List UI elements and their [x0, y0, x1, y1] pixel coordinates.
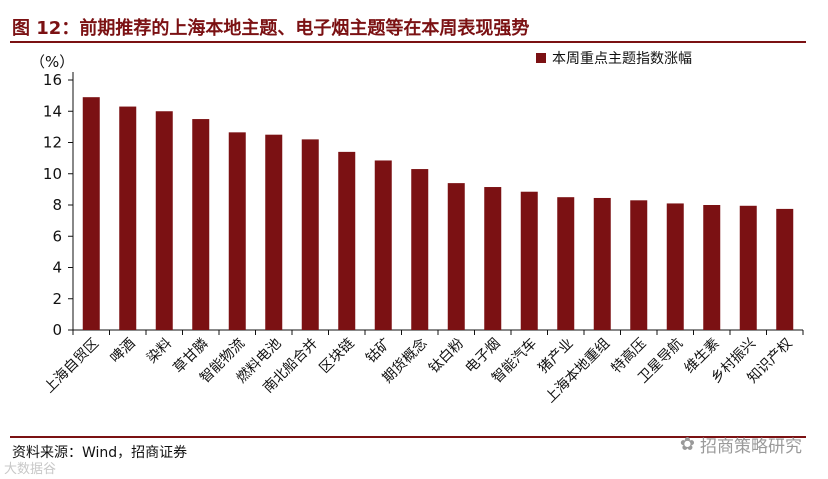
bar — [338, 151, 356, 330]
watermark-text: 招商策略研究 — [700, 437, 802, 457]
figure-title: 图 12：前期推荐的上海本地主题、电子烟主题等在本周表现强势 — [12, 18, 530, 39]
category-label: 钛白粉 — [426, 336, 467, 377]
bar — [192, 119, 210, 330]
y-tick-label: 6 — [52, 227, 62, 245]
category-label: 区块链 — [317, 336, 358, 377]
bar — [155, 111, 173, 330]
bar — [666, 203, 684, 330]
y-tick-label: 14 — [43, 102, 62, 120]
source-note: 资料来源：Wind，招商证券 — [12, 445, 188, 461]
category-label: 钴矿 — [363, 336, 394, 367]
y-tick-label: 2 — [52, 290, 62, 308]
watermark: ✿ 招商策略研究 — [680, 432, 802, 457]
wechat-icon: ✿ — [679, 434, 695, 455]
y-tick-label: 8 — [52, 196, 62, 214]
footer-rule — [10, 436, 806, 438]
bar — [228, 132, 246, 330]
y-tick-label: 0 — [52, 321, 62, 339]
bar — [119, 106, 137, 330]
legend-label: 本周重点主题指数涨幅 — [552, 51, 692, 67]
bar — [630, 200, 648, 330]
bar — [374, 160, 392, 330]
legend-swatch — [536, 53, 546, 63]
category-label: 啤酒 — [107, 336, 138, 367]
bar — [557, 197, 575, 330]
category-label: 上海自贸区 — [41, 336, 102, 397]
bar — [411, 169, 429, 330]
bar — [776, 208, 794, 330]
bar — [739, 205, 757, 330]
bar — [520, 191, 538, 330]
ghost-watermark: 大数据谷 — [4, 462, 57, 477]
bar — [447, 183, 465, 330]
bar — [593, 197, 611, 330]
category-label: 上海本地重组 — [542, 336, 613, 407]
y-tick-label: 10 — [43, 165, 62, 183]
y-unit-label: （%） — [30, 53, 74, 71]
bar — [301, 139, 319, 330]
y-tick-label: 4 — [52, 259, 62, 277]
bar — [484, 187, 502, 330]
y-tick-label: 12 — [43, 134, 62, 152]
bar — [82, 97, 100, 330]
bar — [265, 134, 283, 330]
y-tick-label: 16 — [43, 71, 62, 89]
bar — [703, 205, 721, 330]
title-rule — [10, 41, 806, 43]
category-label: 染料 — [144, 336, 175, 367]
